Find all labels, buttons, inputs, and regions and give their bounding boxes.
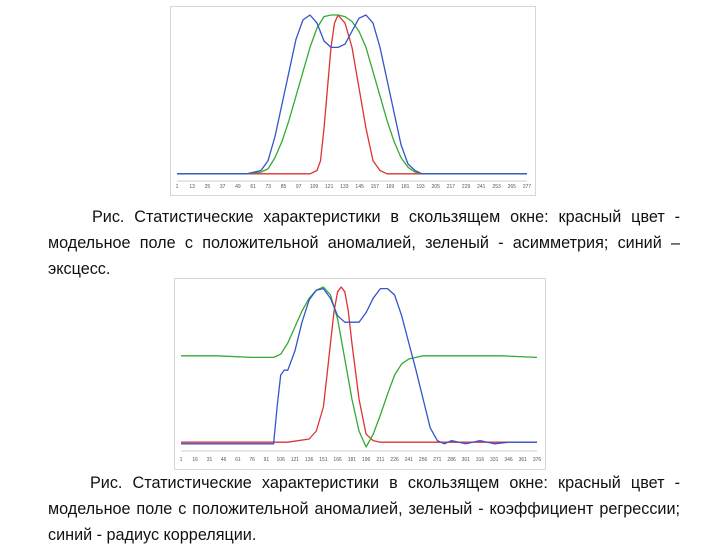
x-tick-label: 181 — [401, 184, 410, 190]
caption-1-text: Рис. Статистические характеристики в ско… — [48, 208, 680, 278]
x-tick-label: 61 — [250, 184, 256, 190]
x-tick-label: 25 — [205, 184, 211, 190]
x-tick-label: 106 — [277, 457, 286, 463]
x-tick-label: 16 — [192, 457, 198, 463]
x-tick-label: 301 — [462, 457, 471, 463]
x-tick-label: 211 — [376, 457, 384, 463]
x-tick-label: 133 — [340, 184, 349, 190]
x-tick-label: 277 — [523, 184, 532, 190]
x-tick-label: 286 — [447, 457, 456, 463]
x-tick-label: 265 — [508, 184, 517, 190]
x-tick-label: 109 — [310, 184, 319, 190]
series-line-0 — [177, 14, 527, 175]
x-tick-label: 121 — [291, 457, 300, 463]
x-tick-label: 37 — [220, 184, 226, 190]
series-line-1 — [177, 14, 527, 175]
caption-2-text: Рис. Статистические характеристики в ско… — [48, 474, 680, 544]
series-line-1 — [181, 286, 538, 448]
figure-2: 1 16 31 46 61 76 91 106 121 136 151 166 181 196 211 226… — [174, 278, 546, 470]
series-line-0 — [181, 286, 537, 443]
x-tick-label: 205 — [432, 184, 441, 190]
series-line-2 — [181, 287, 537, 445]
x-tick-label: 346 — [504, 457, 513, 463]
caption-2: Рис. Статистические характеристики в ско… — [48, 470, 680, 548]
series-line-2 — [177, 14, 527, 175]
x-tick-label: 229 — [462, 184, 471, 190]
x-tick-label: 85 — [281, 184, 287, 190]
x-tick-label: 193 — [416, 184, 425, 190]
x-tick-label: 316 — [476, 457, 485, 463]
chart-2: 1 16 31 46 61 76 91 106 121 136 151 166 181 196 211 226… — [180, 286, 542, 463]
x-tick-label: 46 — [221, 457, 227, 463]
chart-1: 1 13 25 37 49 61 73 85 97 109 121 133 145 157 169 181 19… — [176, 14, 532, 190]
x-tick-label: 256 — [419, 457, 428, 463]
x-tick-label: 196 — [362, 457, 371, 463]
x-tick-label: 169 — [386, 184, 395, 190]
x-tick-label: 91 — [264, 457, 270, 463]
x-tick-label: 61 — [235, 457, 241, 463]
x-tick-label: 151 — [319, 457, 328, 463]
x-tick-label: 76 — [249, 457, 255, 463]
x-tick-label: 1 — [180, 457, 183, 463]
x-tick-label: 166 — [333, 457, 342, 463]
x-tick-label: 73 — [266, 184, 272, 190]
x-tick-label: 145 — [355, 184, 364, 190]
x-tick-label: 31 — [207, 457, 213, 463]
x-tick-label: 157 — [371, 184, 380, 190]
x-tick-label: 376 — [533, 457, 542, 463]
x-tick-label: 121 — [325, 184, 334, 190]
x-tick-label: 136 — [305, 457, 314, 463]
x-tick-label: 241 — [405, 457, 414, 463]
x-tick-label: 226 — [390, 457, 399, 463]
x-tick-label: 361 — [519, 457, 528, 463]
x-tick-label: 49 — [235, 184, 241, 190]
x-tick-label: 241 — [477, 184, 486, 190]
x-tick-label: 1 — [176, 184, 179, 190]
x-tick-label: 13 — [189, 184, 195, 190]
x-tick-label: 253 — [492, 184, 501, 190]
x-tick-label: 181 — [348, 457, 357, 463]
figure-1: 1 13 25 37 49 61 73 85 97 109 121 133 145 157 169 181 19… — [170, 6, 536, 196]
caption-1: Рис. Статистические характеристики в ско… — [48, 204, 680, 282]
x-tick-label: 271 — [433, 457, 442, 463]
x-tick-label: 97 — [296, 184, 302, 190]
x-tick-label: 331 — [490, 457, 499, 463]
x-tick-label: 217 — [447, 184, 456, 190]
